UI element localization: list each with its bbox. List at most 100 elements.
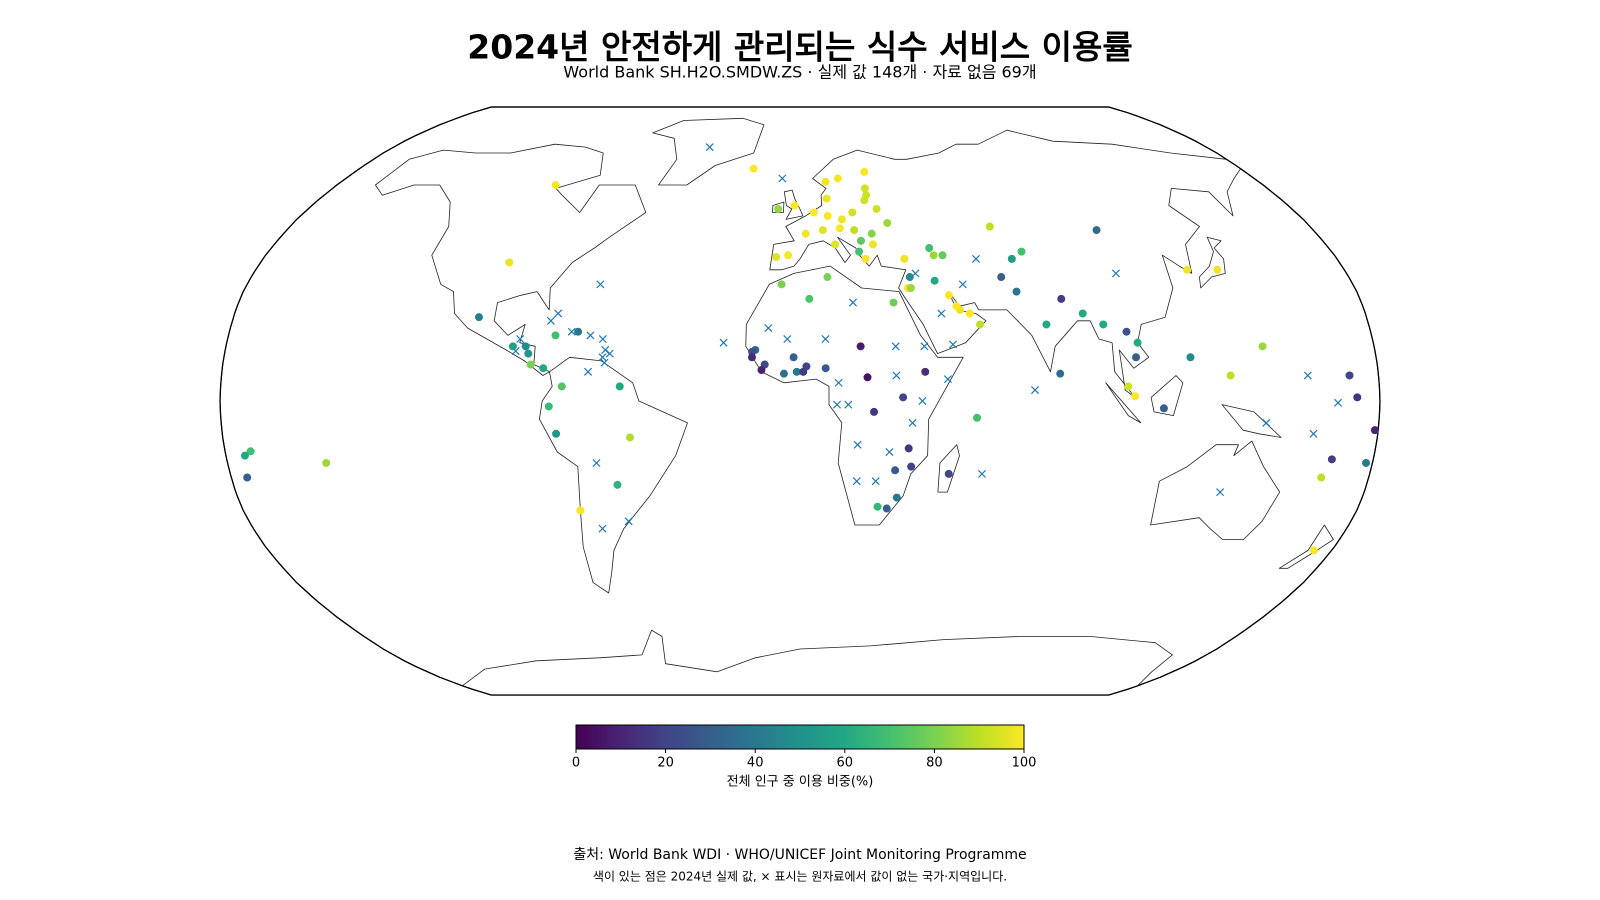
country-point bbox=[1017, 247, 1026, 256]
country-point bbox=[626, 433, 635, 442]
country-point bbox=[521, 342, 530, 351]
country-point bbox=[891, 466, 900, 475]
missing-marker bbox=[1334, 398, 1343, 407]
country-point bbox=[801, 229, 810, 238]
colorbar-tick-label: 80 bbox=[926, 756, 943, 771]
country-point bbox=[882, 504, 891, 513]
missing-marker bbox=[844, 400, 853, 409]
country-point bbox=[976, 320, 985, 329]
missing-marker bbox=[885, 448, 894, 457]
chart-title: 2024년 안전하게 관리되는 식수 서비스 이용률 bbox=[467, 28, 1132, 67]
country-point bbox=[777, 280, 786, 289]
land bbox=[652, 117, 765, 186]
note: 색이 있는 점은 2024년 실제 값, × 표시는 원자료에서 값이 없는 국… bbox=[593, 870, 1007, 884]
map-frame bbox=[219, 106, 1381, 696]
missing-marker bbox=[598, 524, 607, 533]
country-point bbox=[613, 480, 622, 489]
land bbox=[1150, 375, 1184, 416]
country-point bbox=[1353, 393, 1362, 402]
country-point bbox=[526, 360, 535, 369]
land bbox=[462, 629, 1173, 696]
missing-marker bbox=[1030, 386, 1040, 395]
country-point bbox=[860, 184, 869, 193]
country-point bbox=[867, 229, 876, 238]
country-point bbox=[850, 226, 859, 235]
missing-marker bbox=[586, 331, 595, 340]
country-point bbox=[1124, 382, 1133, 391]
country-point bbox=[1258, 342, 1267, 351]
country-point bbox=[789, 353, 798, 362]
country-point bbox=[1078, 309, 1087, 318]
missing-marker bbox=[554, 309, 563, 318]
country-point bbox=[809, 208, 818, 217]
country-point bbox=[921, 367, 930, 376]
missing-marker bbox=[848, 298, 858, 307]
country-point bbox=[240, 451, 249, 460]
country-point bbox=[944, 469, 953, 478]
land bbox=[1221, 404, 1282, 438]
country-point bbox=[1226, 371, 1235, 380]
land bbox=[1105, 382, 1142, 424]
missing-marker bbox=[908, 418, 917, 427]
colorbar-label: 전체 인구 중 이용 비중(%) bbox=[727, 775, 874, 790]
missing-marker bbox=[605, 349, 614, 358]
country-point bbox=[243, 473, 252, 482]
country-point bbox=[906, 283, 915, 292]
missing-marker bbox=[821, 335, 830, 344]
country-point bbox=[1042, 320, 1051, 329]
country-point bbox=[889, 298, 898, 307]
colorbar-tick-label: 20 bbox=[657, 756, 674, 771]
missing-marker bbox=[567, 327, 576, 336]
country-point bbox=[855, 247, 864, 256]
country-point bbox=[823, 211, 832, 220]
missing-marker bbox=[853, 440, 862, 449]
land bbox=[937, 444, 960, 493]
country-point bbox=[772, 253, 781, 262]
missing-marker bbox=[764, 324, 773, 333]
country-point bbox=[524, 349, 533, 358]
country-point bbox=[899, 393, 908, 402]
missing-marker bbox=[971, 254, 981, 263]
missing-marker bbox=[948, 340, 958, 349]
country-point bbox=[818, 226, 827, 235]
country-point bbox=[757, 366, 766, 375]
missing-marker bbox=[834, 378, 843, 387]
country-point bbox=[1186, 353, 1195, 362]
country-point bbox=[474, 313, 483, 322]
missing-marker bbox=[598, 353, 607, 362]
missing-marker bbox=[977, 469, 987, 478]
country-point bbox=[544, 402, 553, 411]
country-point bbox=[944, 291, 953, 300]
country-point bbox=[1362, 458, 1371, 467]
country-point bbox=[747, 353, 756, 362]
country-point bbox=[1012, 287, 1021, 296]
country-point bbox=[861, 254, 870, 263]
country-point bbox=[615, 382, 624, 391]
country-point bbox=[779, 369, 788, 378]
chart-subtitle: World Bank SH.H2O.SMDW.ZS · 실제 값 148개 · … bbox=[563, 63, 1036, 82]
missing-marker bbox=[891, 342, 900, 351]
country-point bbox=[1007, 254, 1016, 263]
map-outline bbox=[219, 106, 1381, 696]
missing-marker bbox=[584, 367, 593, 376]
colorbar bbox=[575, 724, 1025, 750]
missing-marker bbox=[624, 517, 633, 526]
country-point bbox=[837, 215, 846, 224]
country-point bbox=[1309, 546, 1318, 555]
country-point bbox=[900, 254, 909, 263]
country-point bbox=[869, 240, 878, 249]
country-point bbox=[1057, 294, 1066, 303]
country-point bbox=[952, 302, 961, 311]
country-point bbox=[883, 218, 892, 227]
country-point bbox=[862, 191, 871, 200]
missing-marker bbox=[598, 335, 607, 344]
missing-marker bbox=[778, 174, 787, 183]
missing-marker bbox=[516, 335, 525, 344]
country-point bbox=[925, 244, 934, 253]
missing-marker bbox=[943, 375, 952, 384]
missing-marker bbox=[937, 309, 946, 318]
country-point bbox=[551, 181, 560, 190]
country-point bbox=[1345, 371, 1354, 380]
country-point bbox=[576, 506, 585, 515]
